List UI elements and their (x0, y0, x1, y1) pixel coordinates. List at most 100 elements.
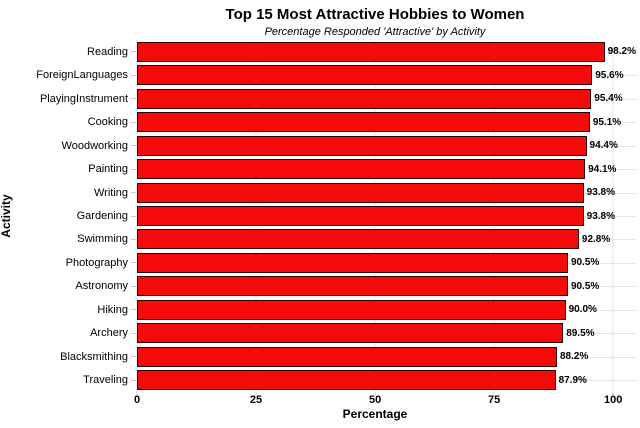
bar (137, 370, 556, 391)
category-label: Writing (0, 181, 137, 204)
bar-value-label: 95.6% (595, 69, 624, 81)
category-label: Photography (0, 251, 137, 274)
bar (137, 65, 593, 86)
bar-value-label: 94.1% (588, 163, 617, 175)
category-label-text: ForeignLanguages (36, 69, 128, 82)
bar-row: 90.5% (137, 251, 637, 274)
x-tick-label: 100 (604, 394, 623, 406)
category-label-text: Painting (88, 163, 128, 176)
bar-value-label: 89.5% (566, 327, 595, 339)
y-tick-mark (131, 121, 136, 123)
category-label-text: Traveling (83, 374, 128, 387)
bar-row: 98.2% (137, 40, 637, 63)
y-tick-mark (131, 51, 136, 53)
bar-value-label: 95.4% (594, 93, 623, 105)
bar (137, 299, 566, 320)
bar (137, 135, 587, 156)
x-tick-label: 75 (488, 394, 501, 406)
category-label-text: PlayingInstrument (39, 92, 128, 105)
bar-row: 87.9% (137, 369, 637, 392)
category-label: Painting (0, 157, 137, 180)
y-tick-mark (131, 74, 136, 76)
category-label-text: Astronomy (75, 280, 128, 293)
category-label: Swimming (0, 228, 137, 251)
category-label-text: Gardening (76, 210, 128, 223)
category-label-text: Woodworking (61, 139, 128, 152)
bar-row: 93.8% (137, 181, 637, 204)
category-label-text: Photography (65, 256, 128, 269)
y-tick-mark (131, 168, 136, 170)
y-tick-mark (131, 309, 136, 311)
chart-subtitle: Percentage Responded 'Attractive' by Act… (264, 26, 486, 38)
bar (137, 346, 557, 367)
x-tick-mark (255, 392, 257, 395)
bar (137, 229, 579, 250)
bar-row: 94.4% (137, 134, 637, 157)
bar-value-label: 94.4% (589, 140, 618, 152)
bar-value-label: 93.8% (586, 187, 616, 199)
bar-row: 88.2% (137, 345, 637, 368)
x-axis-ticks: 0 25 50 75 100 (133, 392, 637, 408)
y-tick-mark (131, 145, 136, 147)
bar-value-label: 95.1% (592, 116, 622, 128)
bar-value-label: 87.9% (558, 374, 587, 386)
category-label-text: Cooking (87, 116, 128, 129)
bar (137, 252, 568, 273)
bar-row: 89.5% (137, 322, 637, 345)
y-axis-labels: Reading ForeignLanguages PlayingInstrument… (0, 40, 137, 392)
category-label: ForeignLanguages (0, 63, 137, 86)
y-tick-mark (131, 98, 136, 100)
category-label: Reading (0, 40, 137, 63)
bar-value-label: 92.8% (581, 233, 611, 245)
y-tick-mark (131, 238, 136, 240)
bar (137, 182, 584, 203)
category-label: Astronomy (0, 275, 137, 298)
bar-value-label: 90.5% (570, 257, 600, 269)
bar-value-label: 90.5% (570, 280, 600, 292)
x-tick-mark (374, 392, 376, 395)
bar-row: 90.0% (137, 298, 637, 321)
y-tick-mark (131, 262, 136, 264)
category-label: PlayingInstrument (0, 87, 137, 110)
bar (137, 206, 584, 227)
bar-row: 90.5% (137, 275, 637, 298)
y-tick-mark (131, 285, 136, 287)
category-label-text: Hiking (97, 303, 128, 316)
x-tick-label: 0 (133, 394, 141, 406)
x-tick-label: 50 (368, 394, 382, 406)
bar-value-label: 88.2% (560, 351, 589, 363)
bar-row: 95.4% (137, 87, 637, 110)
x-axis-title: Percentage (342, 407, 408, 421)
bar-row: 95.1% (137, 110, 637, 133)
bar-row: 92.8% (137, 228, 637, 251)
category-label-text: Blacksmithing (60, 350, 128, 363)
y-tick-mark (131, 192, 136, 194)
bar-value-label: 98.2% (607, 46, 636, 58)
x-tick-label: 25 (249, 394, 263, 406)
bar (137, 88, 592, 109)
plot-area: 98.2% 95.6% 95.4% 95.1% 94.4% 94.1% 93.8% 93.8%… (136, 40, 637, 392)
category-label-text: Reading (87, 45, 128, 58)
bar (137, 159, 586, 180)
y-tick-mark (131, 215, 136, 217)
x-tick-mark (612, 392, 614, 395)
category-label: Traveling (0, 369, 137, 392)
x-tick-mark (493, 392, 495, 395)
category-label: Archery (0, 322, 137, 345)
bar (137, 41, 605, 62)
x-tick-mark (136, 392, 138, 395)
bar-row: 93.8% (137, 204, 637, 227)
chart-title: Top 15 Most Attractive Hobbies to Women (225, 6, 525, 23)
bar (137, 323, 564, 344)
bar (137, 276, 568, 297)
bar-value-label: 90.0% (568, 304, 597, 316)
category-label: Cooking (0, 110, 137, 133)
bar-value-label: 93.8% (586, 210, 616, 222)
category-label: Woodworking (0, 134, 137, 157)
bar-rows: 98.2% 95.6% 95.4% 95.1% 94.4% 94.1% 93.8% 93.8%… (137, 40, 637, 392)
category-label: Hiking (0, 298, 137, 321)
category-label: Blacksmithing (0, 345, 137, 368)
y-tick-mark (131, 332, 136, 334)
category-label-text: Swimming (77, 233, 128, 246)
